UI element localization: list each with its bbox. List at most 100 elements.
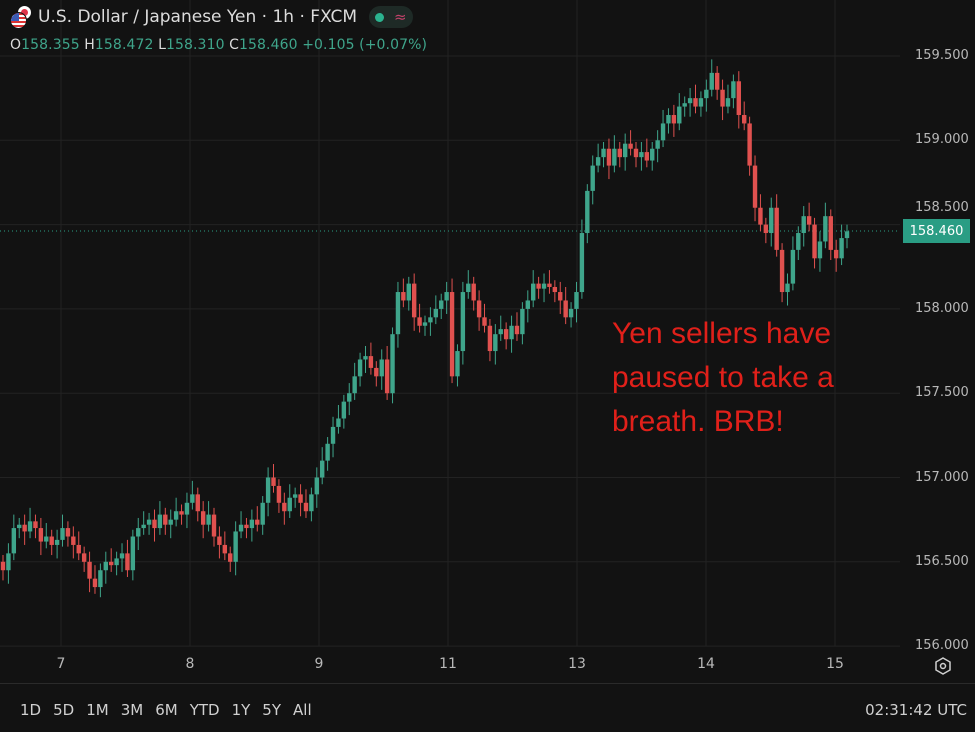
candle: [130, 529, 136, 581]
last-price-tag: 158.460: [903, 219, 970, 243]
symbol-header[interactable]: U.S. Dollar / Japanese Yen · 1h · FXCM ≈: [10, 6, 413, 29]
candle-body: [347, 393, 352, 402]
clock[interactable]: 02:31:42 UTC: [865, 701, 967, 719]
candle-body: [320, 460, 325, 478]
candle-body: [200, 511, 206, 525]
candlestick-chart[interactable]: [0, 0, 975, 683]
candle-body: [81, 553, 87, 562]
candle: [81, 546, 87, 572]
candle-body: [357, 359, 363, 377]
candle-body: [633, 148, 639, 158]
candle-body: [76, 544, 81, 554]
candle-body: [790, 249, 796, 284]
candle-body: [222, 544, 228, 554]
candle-body: [601, 148, 606, 158]
range-1m[interactable]: 1M: [86, 701, 109, 719]
low-label: L: [158, 37, 166, 53]
candle: [341, 394, 347, 429]
candle: [498, 315, 503, 341]
candle-body: [336, 418, 341, 427]
candle-body: [6, 553, 11, 571]
candle-body: [390, 334, 395, 394]
candle: [552, 280, 558, 303]
candle: [390, 327, 395, 404]
candle: [471, 276, 476, 311]
range-1d[interactable]: 1D: [20, 701, 42, 719]
candle-body: [157, 514, 163, 529]
candle: [222, 531, 228, 561]
candle-body: [671, 115, 677, 124]
y-tick-label: 159.000: [915, 132, 969, 148]
candle: [141, 511, 146, 535]
candle-body: [833, 249, 839, 259]
candle-body: [514, 325, 520, 335]
candle: [828, 209, 833, 261]
candle: [417, 303, 422, 333]
candle: [109, 548, 114, 572]
candle: [336, 405, 341, 434]
range-3m[interactable]: 3M: [120, 701, 144, 719]
candle: [206, 501, 211, 532]
candle: [622, 133, 628, 171]
candle-body: [260, 502, 265, 525]
candle-body: [309, 494, 314, 512]
candle-body: [11, 528, 17, 554]
candle: [812, 217, 817, 269]
chart-settings-icon[interactable]: [934, 657, 952, 675]
candle: [282, 492, 287, 525]
range-6m[interactable]: 6M: [155, 701, 178, 719]
candle-body: [742, 115, 747, 124]
candle-body: [38, 528, 44, 542]
divider: [0, 683, 975, 684]
range-1y[interactable]: 1Y: [231, 701, 251, 719]
candle-body: [493, 334, 498, 352]
range-ytd[interactable]: YTD: [189, 701, 220, 719]
candle-body: [541, 283, 547, 289]
low-value: 158.310: [165, 37, 225, 53]
candle-body: [303, 502, 309, 512]
y-tick-label: 159.500: [915, 48, 969, 63]
grid: [0, 0, 900, 647]
candle-body: [265, 477, 271, 503]
candle: [233, 521, 238, 576]
candle: [103, 551, 108, 584]
candle: [709, 59, 714, 97]
candle-body: [114, 558, 119, 566]
candle: [574, 281, 579, 323]
candle-body: [152, 519, 157, 529]
candle: [736, 71, 741, 129]
candle-body: [433, 308, 439, 318]
range-5d[interactable]: 5D: [53, 701, 75, 719]
candle-body: [395, 292, 401, 335]
candle: [71, 526, 76, 559]
candle: [368, 342, 374, 375]
candle: [633, 141, 639, 168]
x-tick-label: 7: [56, 656, 66, 672]
candle-body: [352, 376, 357, 394]
candle: [249, 509, 255, 542]
candle: [330, 416, 336, 458]
candle-body: [769, 207, 774, 234]
candle: [357, 352, 363, 387]
candle-body: [531, 283, 536, 301]
market-status[interactable]: ≈: [369, 6, 413, 28]
candle: [644, 138, 650, 168]
candle: [747, 116, 752, 176]
candle-body: [725, 98, 731, 107]
candle-body: [27, 521, 33, 532]
candle: [92, 565, 98, 594]
range-all[interactable]: All: [293, 701, 312, 719]
high-label: H: [84, 37, 95, 53]
candle-body: [271, 477, 276, 486]
range-5y[interactable]: 5Y: [262, 701, 282, 719]
candle-body: [33, 521, 38, 529]
annotation-line: breath. BRB!: [612, 405, 784, 438]
candle: [309, 487, 314, 522]
candle: [541, 273, 547, 303]
candle-body: [163, 514, 168, 525]
candle-body: [190, 494, 195, 503]
candle: [255, 506, 260, 532]
open-value: 158.355: [21, 37, 80, 53]
candle: [27, 507, 33, 539]
candle-body: [552, 286, 558, 293]
